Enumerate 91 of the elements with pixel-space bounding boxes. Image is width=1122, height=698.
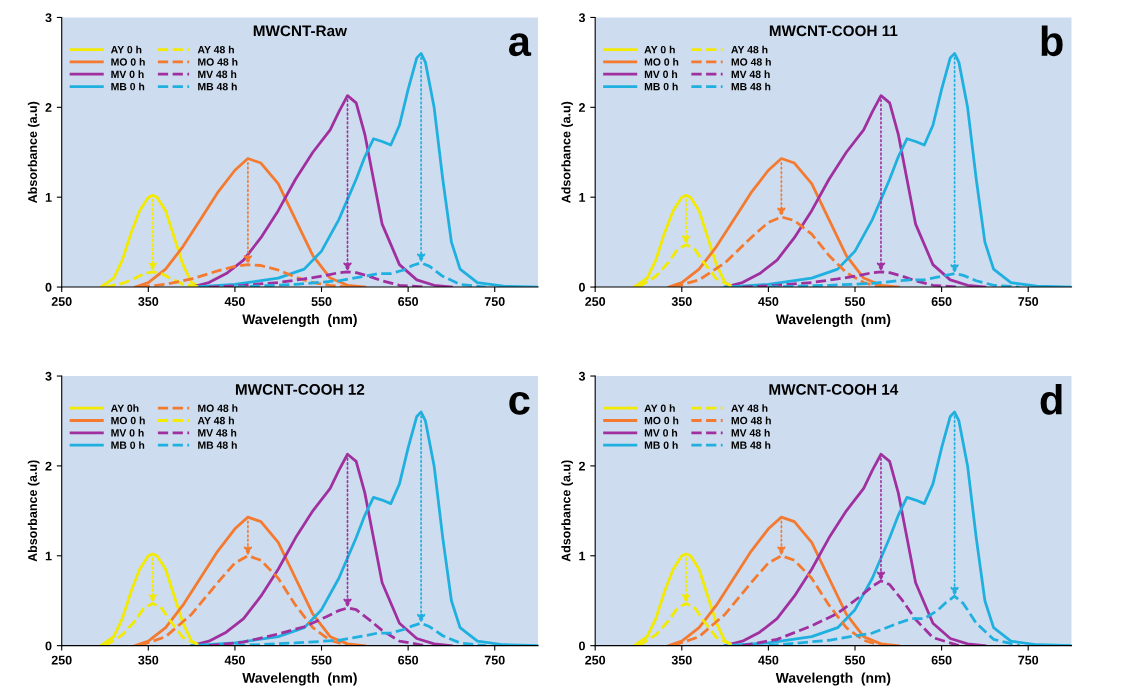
legend-label: AY 0 h	[110, 45, 142, 54]
legend-label: MO 0 h	[644, 58, 679, 66]
legend-label: MB 48 h	[198, 82, 237, 91]
y-tick-label: 1	[579, 193, 586, 202]
y-tick-label: 2	[578, 461, 585, 471]
annotation: a	[508, 33, 532, 57]
legend-label: MB 48 h	[731, 441, 771, 449]
chart-title: MWCNT-COOH 11	[769, 25, 898, 37]
x-tick-label: 650	[398, 297, 419, 306]
legend-label: MV 0 h	[111, 70, 144, 78]
x-tick-label: 650	[398, 655, 419, 665]
y-tick-label: 1	[45, 551, 52, 561]
legend-label: AY 0 h	[644, 404, 675, 412]
line-series	[133, 515, 367, 646]
y-axis-title: Adsorbance (a.u)	[561, 101, 573, 203]
legend-label: AY 0h	[110, 404, 139, 412]
x-tick-label: 750	[1018, 297, 1039, 306]
legend-label: AY 48 h	[731, 45, 768, 54]
x-tick-label: 250	[51, 655, 72, 665]
legend-label: MV 48 h	[731, 70, 770, 78]
y-tick-label: 2	[578, 103, 585, 112]
annotation: c	[509, 391, 530, 415]
legend-label: MB 0 h	[111, 441, 145, 449]
x-tick-label: 750	[484, 655, 505, 665]
y-tick-label: 0	[579, 641, 585, 651]
legend-label: MO 48 h	[198, 58, 238, 66]
legend-label: AY 48 h	[731, 404, 768, 412]
legend-label: MO 48 h	[731, 416, 771, 425]
legend-label: MB 0 h	[644, 82, 678, 91]
x-tick-label: 450	[224, 297, 245, 306]
x-tick-label: 350	[671, 297, 692, 306]
y-tick-label: 3	[578, 371, 586, 381]
x-tick-label: 550	[844, 297, 865, 306]
x-tick-label: 250	[51, 297, 72, 306]
y-tick-label: 0	[579, 282, 585, 292]
x-axis-title: Wavelength (nm)	[775, 672, 891, 686]
y-tick-label: 2	[45, 103, 52, 112]
legend-label: MB 0 h	[644, 441, 678, 449]
y-tick-label: 1	[579, 551, 586, 561]
legend-label: MO 48 h	[731, 58, 771, 66]
legend-label: MO 48 h	[198, 404, 238, 412]
y-axis-title: Adsorbance (a.u)	[561, 460, 573, 562]
chart-title: MWCNT-COOH 14	[769, 384, 899, 395]
x-tick-label: 450	[758, 655, 779, 665]
x-tick-label: 550	[844, 655, 865, 665]
x-tick-label: 550	[311, 297, 332, 306]
x-axis-title: Wavelength (nm)	[242, 672, 357, 686]
legend-label: MB 48 h	[198, 441, 237, 449]
y-tick-label: 0	[45, 641, 52, 651]
x-tick-label: 750	[1018, 655, 1039, 665]
chart-title: MWCNT-Raw	[253, 25, 347, 37]
x-tick-label: 550	[311, 655, 332, 665]
chart-title: MWCNT-COOH 12	[235, 384, 365, 395]
legend-label: MV 48 h	[198, 428, 237, 437]
legend-label: MO 0 h	[644, 416, 679, 425]
legend-label: AY 0 h	[644, 45, 675, 54]
legend-label: MV 0 h	[644, 428, 678, 437]
x-tick-label: 450	[758, 297, 779, 306]
legend-label: MV 48 h	[198, 70, 237, 78]
legend-label: AY 48 h	[197, 416, 234, 425]
x-tick-label: 350	[138, 655, 159, 665]
x-axis-title: Wavelength (nm)	[775, 313, 891, 327]
x-tick-label: 350	[671, 655, 692, 665]
legend-label: MV 48 h	[731, 428, 770, 437]
legend-label: MO 0 h	[111, 416, 145, 425]
y-tick-label: 3	[45, 13, 52, 23]
x-tick-label: 650	[931, 297, 952, 306]
x-tick-label: 250	[585, 297, 606, 306]
annotation: b	[1041, 25, 1063, 57]
legend-label: MB 0 h	[111, 82, 145, 91]
y-tick-label: 0	[45, 282, 52, 292]
annotation: d	[1040, 384, 1062, 415]
x-tick-label: 750	[484, 297, 505, 306]
x-tick-label: 450	[224, 655, 245, 665]
y-axis-title: Absorbance (a.u)	[27, 460, 40, 562]
legend-label: MV 0 h	[644, 70, 678, 78]
line-series	[667, 157, 900, 288]
legend-label: MO 0 h	[111, 58, 145, 66]
y-axis-title: Absorbance (a.u)	[27, 101, 40, 203]
x-tick-label: 350	[138, 297, 159, 306]
x-tick-label: 650	[931, 655, 952, 665]
y-tick-label: 2	[45, 461, 52, 471]
line-series	[667, 515, 900, 646]
y-tick-label: 3	[45, 371, 52, 381]
y-tick-label: 3	[578, 13, 586, 23]
x-tick-label: 250	[585, 655, 606, 665]
legend-label: MB 48 h	[731, 82, 771, 91]
x-axis-title: Wavelength (nm)	[242, 313, 357, 327]
legend-label: MV 0 h	[111, 428, 144, 437]
y-tick-label: 1	[45, 193, 52, 202]
legend-label: AY 48 h	[197, 45, 234, 54]
